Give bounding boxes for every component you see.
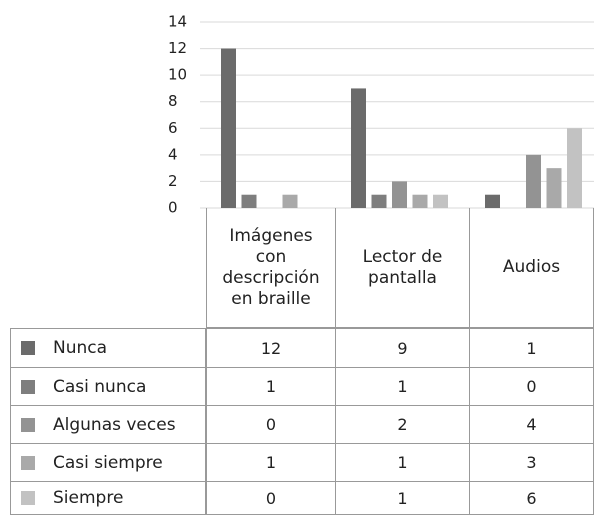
legend-label: Nunca bbox=[53, 338, 108, 358]
table-value: 0 bbox=[206, 482, 336, 515]
y-tick-label: 4 bbox=[168, 145, 178, 163]
bar bbox=[351, 88, 366, 208]
legend-entry: Siempre bbox=[10, 482, 206, 515]
table-value: 2 bbox=[336, 406, 470, 444]
table-value: 6 bbox=[470, 482, 594, 515]
y-tick-label: 10 bbox=[168, 66, 187, 84]
category-label: Imágenes con descripción en braille bbox=[206, 208, 336, 328]
table-value: 1 bbox=[336, 482, 470, 515]
y-tick-label: 0 bbox=[168, 199, 178, 217]
legend-label: Casi siempre bbox=[53, 452, 163, 473]
bar bbox=[371, 194, 387, 208]
category-label: Lector de pantalla bbox=[336, 208, 470, 328]
y-tick-label: 6 bbox=[168, 119, 178, 137]
legend-entry: Nunca bbox=[10, 328, 206, 368]
legend-swatch bbox=[21, 417, 35, 432]
legend-swatch bbox=[21, 455, 35, 470]
bar bbox=[433, 194, 448, 208]
table-value: 1 bbox=[206, 368, 336, 406]
bar bbox=[282, 194, 298, 208]
y-tick-label: 2 bbox=[168, 172, 178, 190]
legend-swatch bbox=[21, 341, 35, 355]
legend-entry: Algunas veces bbox=[10, 406, 206, 444]
category-label: Audios bbox=[470, 208, 594, 328]
legend-label: Siempre bbox=[53, 488, 124, 508]
table-value: 9 bbox=[336, 328, 470, 368]
table-value: 4 bbox=[470, 406, 594, 444]
y-tick-label: 14 bbox=[168, 13, 187, 31]
bar bbox=[546, 168, 562, 208]
table-value: 1 bbox=[470, 328, 594, 368]
bar bbox=[392, 181, 407, 208]
table-value: 0 bbox=[206, 406, 336, 444]
bar bbox=[567, 128, 582, 208]
table-value: 12 bbox=[206, 328, 336, 368]
legend-label: Casi nunca bbox=[53, 376, 147, 397]
table-value: 1 bbox=[206, 444, 336, 482]
legend-entry: Casi siempre bbox=[10, 444, 206, 482]
bar bbox=[412, 194, 428, 208]
legend-entry: Casi nunca bbox=[10, 368, 206, 406]
bar bbox=[526, 154, 541, 208]
legend-swatch bbox=[21, 491, 35, 505]
table-value: 0 bbox=[470, 368, 594, 406]
table-value: 1 bbox=[336, 368, 470, 406]
bar bbox=[221, 48, 236, 209]
y-tick-label: 8 bbox=[168, 92, 178, 110]
legend-label: Algunas veces bbox=[53, 414, 176, 435]
bar bbox=[241, 194, 257, 208]
legend-swatch bbox=[21, 379, 35, 394]
table-value: 3 bbox=[470, 444, 594, 482]
bar bbox=[485, 194, 500, 208]
y-tick-label: 12 bbox=[168, 39, 187, 57]
table-value: 1 bbox=[336, 444, 470, 482]
